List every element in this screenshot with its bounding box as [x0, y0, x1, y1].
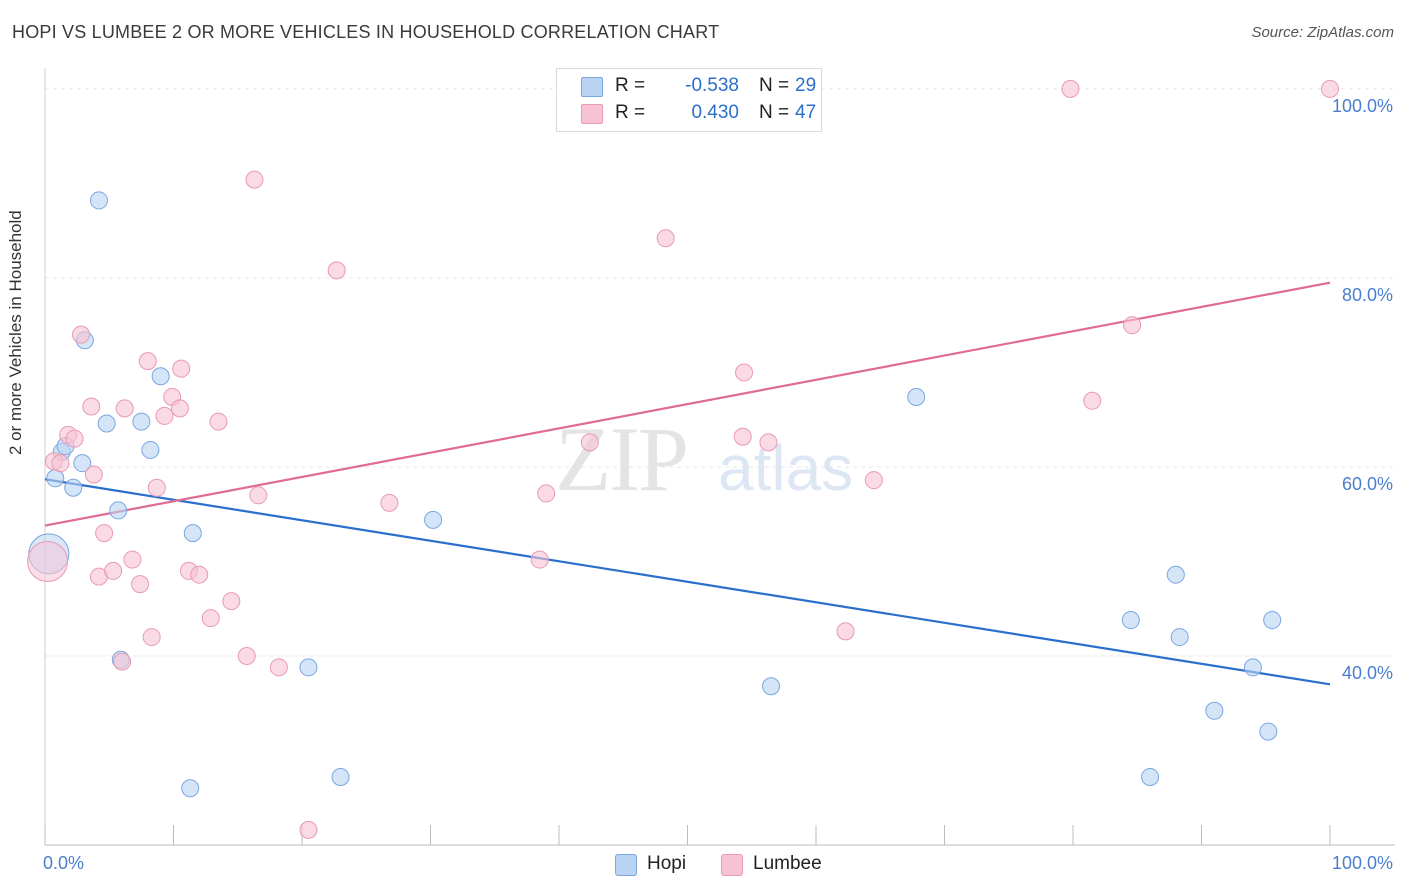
lumbee-point — [1321, 79, 1339, 98]
y-tick-label: 100.0% — [1332, 96, 1393, 116]
lumbee-swatch — [581, 104, 603, 124]
hopi-point — [762, 677, 781, 696]
hopi-trend-line — [44, 478, 1331, 686]
lumbee-point — [172, 359, 191, 378]
lumbee-point — [656, 229, 675, 248]
x-tick-label-max: 100.0% — [1332, 853, 1393, 873]
watermark-zip: ZIP — [555, 408, 687, 510]
tick-labels: 40.0% 60.0% 80.0% 100.0% 0.0% 100.0% — [43, 96, 1393, 873]
hopi-point — [46, 469, 65, 488]
lumbee-point — [131, 575, 150, 594]
lumbee-point — [115, 399, 134, 418]
lumbee-point — [864, 471, 883, 490]
hopi-point — [183, 524, 202, 543]
hopi-point — [64, 478, 83, 497]
lumbee-point — [123, 550, 142, 569]
lumbee-legend-swatch — [721, 854, 743, 876]
watermark: ZIP atlas — [555, 408, 853, 510]
trend-lines — [44, 281, 1331, 686]
hopi-point — [73, 454, 92, 473]
lumbee-point — [104, 561, 123, 580]
lumbee-point — [327, 261, 346, 280]
lumbee-point — [142, 628, 161, 647]
hopi-n-label: N = — [759, 75, 790, 96]
lumbee-point — [735, 363, 754, 382]
lumbee-point — [249, 486, 268, 505]
lumbee-point — [530, 550, 549, 569]
lumbee-point — [155, 406, 174, 425]
hopi-point — [151, 367, 170, 386]
lumbee-point — [71, 325, 90, 344]
lumbee-point — [269, 658, 288, 677]
lumbee-point — [113, 652, 132, 671]
data-points — [27, 79, 1339, 839]
hopi-point — [1259, 722, 1278, 741]
correlation-legend: R = -0.538 N = 29 R = 0.430 N = 47 — [556, 68, 822, 132]
hopi-point — [89, 191, 108, 210]
hopi-point — [97, 414, 116, 433]
lumbee-point — [170, 399, 189, 418]
source-label: Source: ZipAtlas.com — [1251, 24, 1394, 41]
hopi-legend-swatch — [615, 854, 637, 876]
lumbee-point — [82, 397, 101, 416]
lumbee-point — [1123, 316, 1142, 335]
hopi-point — [1166, 565, 1185, 584]
lumbee-point — [84, 465, 103, 484]
lumbee-point — [222, 592, 241, 611]
hopi-point — [1170, 628, 1189, 647]
hopi-point — [424, 510, 443, 529]
x-tick-label-min: 0.0% — [43, 853, 84, 873]
lumbee-point — [245, 170, 264, 189]
lumbee-point — [537, 484, 556, 503]
lumbee-point — [1083, 391, 1102, 410]
hopi-point — [1243, 658, 1262, 677]
lumbee-point — [95, 524, 114, 543]
lumbee-point — [147, 478, 166, 497]
y-tick-label: 60.0% — [1342, 474, 1393, 494]
lumbee-trend-line — [44, 281, 1331, 527]
hopi-point — [181, 779, 200, 798]
hopi-r-label: R = — [615, 75, 646, 96]
lumbee-point — [1061, 79, 1080, 98]
y-tick-label: 80.0% — [1342, 285, 1393, 305]
lumbee-point — [380, 493, 399, 512]
hopi-point — [141, 440, 160, 459]
lumbee-point — [759, 433, 778, 452]
hopi-swatch — [581, 77, 603, 97]
hopi-r-value: -0.538 — [685, 75, 739, 96]
lumbee-legend-label: Lumbee — [753, 853, 822, 874]
chart-title: HOPI VS LUMBEE 2 OR MORE VEHICLES IN HOU… — [12, 22, 720, 42]
lumbee-point — [299, 820, 318, 839]
lumbee-point — [27, 540, 69, 582]
hopi-point — [1263, 611, 1282, 630]
y-axis-label: 2 or more Vehicles in Household — [6, 210, 25, 455]
lumbee-point — [65, 429, 84, 448]
lumbee-r-value: 0.430 — [691, 102, 739, 123]
hopi-point — [109, 501, 128, 520]
hopi-point — [907, 388, 926, 407]
hopi-point — [1121, 611, 1140, 630]
lumbee-n-value: 47 — [795, 102, 817, 123]
hopi-point — [132, 412, 151, 431]
lumbee-point — [190, 565, 209, 584]
y-tick-label: 40.0% — [1342, 663, 1393, 683]
hopi-point — [1141, 767, 1160, 786]
lumbee-n-label: N = — [759, 102, 790, 123]
lumbee-point — [836, 622, 855, 641]
hopi-legend-label: Hopi — [647, 853, 687, 874]
lumbee-r-label: R = — [615, 102, 646, 123]
lumbee-point — [201, 609, 220, 628]
lumbee-point — [138, 352, 157, 371]
hopi-n-value: 29 — [795, 75, 817, 96]
hopi-point — [299, 658, 318, 677]
lumbee-point — [237, 646, 256, 665]
hopi-point — [331, 767, 350, 786]
lumbee-point — [209, 412, 228, 431]
lumbee-point — [733, 427, 752, 446]
lumbee-point — [51, 454, 70, 473]
lumbee-point — [580, 433, 599, 452]
hopi-point — [1205, 701, 1224, 720]
